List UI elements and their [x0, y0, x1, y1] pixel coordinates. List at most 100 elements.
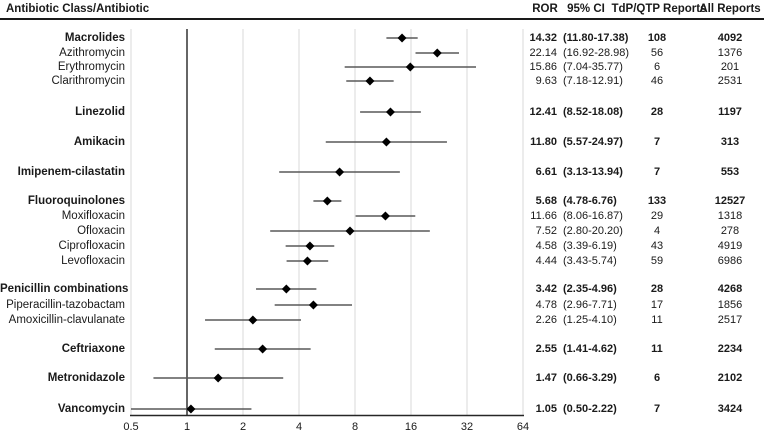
- ci-value: (3.43-5.74): [563, 255, 617, 267]
- ci-value: (3.13-13.94): [563, 166, 623, 178]
- ror-marker: [302, 256, 312, 266]
- all-reports-value: 1197: [718, 106, 742, 118]
- tdp-qtp-reports-value: 59: [650, 255, 664, 267]
- ror-marker: [380, 211, 390, 221]
- ror-marker: [322, 196, 332, 206]
- row-label: Moxifloxacin: [61, 210, 125, 222]
- ci-value: (16.92-28.98): [563, 47, 630, 59]
- row-label: Erythromycin: [57, 61, 125, 73]
- table-header-ror: ROR: [532, 3, 558, 15]
- table-header-tdp-qtp-reports: TdP/QTP Reports: [611, 3, 707, 15]
- ror-value: 4.78: [535, 299, 557, 311]
- row-label: Ceftriaxone: [61, 343, 125, 355]
- all-reports-value: 278: [720, 225, 740, 237]
- ci-value: (0.66-3.29): [563, 372, 617, 384]
- row-label: Penicillin combinations: [0, 283, 129, 295]
- ror-value: 6.61: [535, 166, 557, 178]
- all-reports-value: 201: [720, 61, 740, 73]
- ror-value: 2.55: [535, 343, 557, 355]
- tdp-qtp-reports-value: 6: [653, 61, 661, 73]
- tdp-qtp-reports-value: 43: [650, 240, 664, 252]
- ror-value: 2.26: [535, 314, 557, 326]
- tdp-qtp-reports-value: 133: [647, 195, 667, 207]
- ci-value: (2.96-7.71): [563, 299, 617, 311]
- row-label: Macrolides: [64, 32, 125, 44]
- ror-marker: [308, 300, 318, 310]
- all-reports-value: 1318: [717, 210, 743, 222]
- all-reports-value: 1376: [717, 47, 743, 59]
- all-reports-value: 3424: [717, 403, 743, 415]
- tdp-qtp-reports-value: 6: [653, 372, 661, 384]
- tdp-qtp-reports-value: 28: [650, 106, 664, 118]
- all-reports-value: 4268: [717, 283, 743, 295]
- ci-value: (4.78-6.76): [563, 195, 617, 207]
- all-reports-value: 553: [720, 166, 740, 178]
- all-reports-value: 2234: [717, 343, 743, 355]
- ci-value: (8.52-18.08): [563, 106, 623, 118]
- ci-value: (7.04-35.77): [563, 61, 623, 73]
- all-reports-value: 313: [720, 136, 740, 148]
- ci-value: (7.18-12.91): [563, 75, 623, 87]
- all-reports-value: 4092: [717, 32, 743, 44]
- ror-marker: [186, 404, 196, 414]
- ci-value: (1.41-4.62): [563, 343, 617, 355]
- all-reports-value: 2531: [717, 75, 743, 87]
- all-reports-value: 2517: [717, 314, 743, 326]
- ror-value: 1.47: [535, 372, 557, 384]
- tdp-qtp-reports-value: 108: [647, 32, 667, 44]
- ror-marker: [258, 344, 268, 354]
- ror-marker: [405, 62, 415, 72]
- x-tick-label: 64: [517, 421, 529, 433]
- ror-marker: [432, 48, 442, 58]
- ror-value: 11.80: [530, 136, 557, 148]
- header-divider-rule: [0, 18, 764, 20]
- row-label: Vancomycin: [57, 403, 125, 415]
- ci-value: (5.57-24.97): [563, 136, 623, 148]
- ror-marker: [248, 315, 258, 325]
- ci-value: (2.35-4.96): [563, 283, 617, 295]
- table-header-95ci: 95% CI: [567, 3, 605, 15]
- tdp-qtp-reports-value: 4: [653, 225, 661, 237]
- all-reports-value: 4919: [717, 240, 743, 252]
- row-label: Amikacin: [73, 136, 125, 148]
- x-tick-label: 2: [240, 421, 246, 433]
- ror-marker: [213, 373, 223, 383]
- ci-value: (1.25-4.10): [563, 314, 617, 326]
- x-tick-label: 0.5: [123, 421, 138, 433]
- ci-value: (2.80-20.20): [563, 225, 623, 237]
- ci-value: (8.06-16.87): [563, 210, 623, 222]
- ror-marker: [397, 33, 407, 43]
- table-header-all-reports: All Reports: [699, 3, 761, 15]
- tdp-qtp-reports-value: 7: [653, 403, 661, 415]
- row-label: Ofloxacin: [77, 225, 125, 237]
- ror-value: 4.44: [535, 255, 557, 267]
- ror-value: 4.58: [535, 240, 557, 252]
- ror-value: 3.42: [535, 283, 557, 295]
- ror-value: 11.66: [530, 210, 557, 222]
- ror-value: 7.52: [535, 225, 557, 237]
- ror-marker: [381, 137, 391, 147]
- x-tick-label: 16: [405, 421, 417, 433]
- tdp-qtp-reports-value: 7: [653, 136, 661, 148]
- row-label: Linezolid: [75, 106, 125, 118]
- all-reports-value: 6986: [717, 255, 743, 267]
- ror-marker: [365, 76, 375, 86]
- row-label: Ciprofloxacin: [58, 240, 125, 252]
- ci-value: (11.80-17.38): [563, 32, 629, 44]
- ror-value: 14.32: [529, 32, 557, 44]
- ror-value: 5.68: [535, 195, 557, 207]
- row-label: Imipenem-cilastatin: [17, 166, 125, 178]
- tdp-qtp-reports-value: 46: [650, 75, 664, 87]
- tdp-qtp-reports-value: 17: [650, 299, 664, 311]
- all-reports-value: 1856: [717, 299, 743, 311]
- x-tick-label: 4: [296, 421, 302, 433]
- ci-value: (0.50-2.22): [563, 403, 617, 415]
- tdp-qtp-reports-value: 7: [653, 166, 661, 178]
- ror-marker: [385, 107, 395, 117]
- ror-value: 22.14: [529, 47, 557, 59]
- row-label: Metronidazole: [47, 372, 125, 384]
- tdp-qtp-reports-value: 11: [651, 343, 663, 355]
- all-reports-value: 12527: [714, 195, 746, 207]
- tdp-qtp-reports-value: 29: [650, 210, 664, 222]
